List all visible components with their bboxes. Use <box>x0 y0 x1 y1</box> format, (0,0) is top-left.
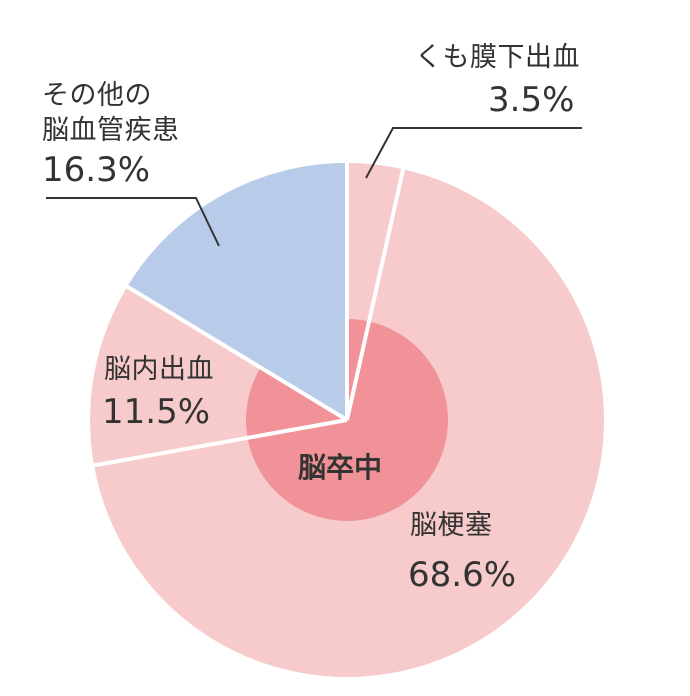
label-ich-name: 脳内出血 <box>104 354 214 385</box>
slice-separators <box>91 161 406 468</box>
leader-line-sah <box>365 127 582 179</box>
center-label: 脳卒中 <box>298 451 383 484</box>
label-other-name-1: その他の <box>42 80 152 111</box>
leader-line-other <box>46 197 220 247</box>
label-other-name-2: 脳血管疾患 <box>42 115 180 146</box>
label-sah-value: 3.5% <box>488 80 575 120</box>
label-infarct-value: 68.6% <box>408 555 517 595</box>
label-other-value: 16.3% <box>42 150 151 190</box>
slice-separator <box>345 166 406 421</box>
label-sah-name: くも膜下出血 <box>415 42 580 73</box>
slice-other-overlay <box>127 163 347 420</box>
label-infarct-name: 脳梗塞 <box>410 510 493 541</box>
slice-separator <box>91 418 348 468</box>
slice-separator <box>124 283 349 422</box>
label-ich-value: 11.5% <box>102 392 211 432</box>
